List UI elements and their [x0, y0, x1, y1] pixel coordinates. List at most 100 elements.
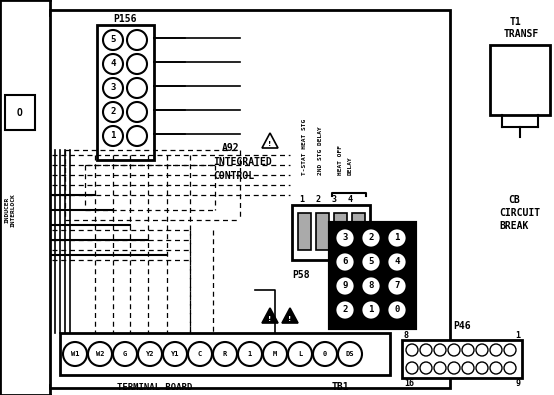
Text: 3: 3: [110, 83, 116, 92]
Text: R: R: [223, 351, 227, 357]
Circle shape: [504, 362, 516, 374]
Text: CB: CB: [508, 195, 520, 205]
Text: 1: 1: [110, 132, 116, 141]
Bar: [402, 340, 522, 378]
Text: P156: P156: [114, 14, 137, 24]
Circle shape: [103, 54, 123, 74]
Text: 7: 7: [394, 282, 399, 290]
Text: INTEGRATED: INTEGRATED: [213, 157, 272, 167]
Text: C: C: [198, 351, 202, 357]
Bar: [490, 45, 550, 115]
Circle shape: [434, 344, 446, 356]
Circle shape: [387, 228, 407, 248]
Circle shape: [113, 342, 137, 366]
Text: T1: T1: [510, 17, 522, 27]
Circle shape: [462, 362, 474, 374]
Circle shape: [490, 344, 502, 356]
Text: !: !: [268, 141, 271, 147]
Text: M: M: [273, 351, 277, 357]
Circle shape: [361, 252, 381, 272]
Circle shape: [504, 344, 516, 356]
Circle shape: [448, 362, 460, 374]
Circle shape: [138, 342, 162, 366]
Text: 1: 1: [394, 233, 399, 243]
Circle shape: [127, 30, 147, 50]
Circle shape: [387, 300, 407, 320]
Circle shape: [335, 276, 355, 296]
Circle shape: [490, 362, 502, 374]
Bar: [5, 95, 35, 130]
Bar: [60, 333, 390, 375]
Bar: [352, 213, 365, 250]
Bar: [50, 10, 450, 388]
Text: T-STAT HEAT STG: T-STAT HEAT STG: [302, 119, 307, 175]
Polygon shape: [282, 308, 298, 323]
Text: 9: 9: [342, 282, 348, 290]
Text: 9: 9: [515, 378, 520, 387]
Text: TRANSF: TRANSF: [504, 29, 539, 39]
Circle shape: [448, 344, 460, 356]
Text: 2: 2: [110, 107, 116, 117]
Text: L: L: [298, 351, 302, 357]
Text: O: O: [17, 108, 23, 118]
Circle shape: [213, 342, 237, 366]
Circle shape: [163, 342, 187, 366]
Circle shape: [434, 362, 446, 374]
Circle shape: [361, 276, 381, 296]
Circle shape: [462, 344, 474, 356]
Text: 4: 4: [394, 258, 399, 267]
Text: W2: W2: [96, 351, 104, 357]
Bar: [97, 25, 154, 160]
Text: 5: 5: [368, 258, 374, 267]
Circle shape: [88, 342, 112, 366]
Text: !: !: [289, 316, 291, 322]
Circle shape: [263, 342, 287, 366]
Polygon shape: [262, 133, 278, 148]
Bar: [292, 205, 370, 260]
Text: 1: 1: [515, 331, 520, 339]
Text: G: G: [123, 351, 127, 357]
Text: 8: 8: [368, 282, 374, 290]
Text: CIRCUIT: CIRCUIT: [499, 208, 540, 218]
Text: Y1: Y1: [171, 351, 179, 357]
Circle shape: [406, 362, 418, 374]
Circle shape: [335, 300, 355, 320]
Polygon shape: [262, 308, 278, 323]
Circle shape: [361, 228, 381, 248]
Text: 3: 3: [331, 196, 336, 205]
Circle shape: [335, 252, 355, 272]
Text: 2: 2: [315, 196, 321, 205]
Circle shape: [406, 344, 418, 356]
Text: HEAT OFF: HEAT OFF: [337, 145, 342, 175]
Circle shape: [335, 228, 355, 248]
Text: A92: A92: [222, 143, 240, 153]
Circle shape: [476, 344, 488, 356]
Text: 2ND STG DELAY: 2ND STG DELAY: [317, 126, 322, 175]
Text: 1: 1: [300, 196, 305, 205]
Text: DELAY: DELAY: [347, 156, 352, 175]
Text: DS: DS: [346, 351, 354, 357]
Circle shape: [313, 342, 337, 366]
Text: BREAK: BREAK: [499, 221, 529, 231]
Circle shape: [238, 342, 262, 366]
Text: 1: 1: [368, 305, 374, 314]
Bar: [316, 213, 329, 250]
Text: P46: P46: [453, 321, 471, 331]
Text: CONTROL: CONTROL: [213, 171, 254, 181]
Circle shape: [63, 342, 87, 366]
Circle shape: [476, 362, 488, 374]
Circle shape: [127, 54, 147, 74]
Text: 5: 5: [110, 36, 116, 45]
Text: !: !: [268, 316, 271, 322]
Circle shape: [420, 344, 432, 356]
Text: TB1: TB1: [331, 382, 349, 392]
Circle shape: [103, 78, 123, 98]
Bar: [334, 213, 347, 250]
Text: 1: 1: [248, 351, 252, 357]
Text: 16: 16: [404, 378, 414, 387]
Text: 2: 2: [342, 305, 348, 314]
Circle shape: [127, 102, 147, 122]
Circle shape: [387, 276, 407, 296]
Circle shape: [127, 126, 147, 146]
Text: 6: 6: [342, 258, 348, 267]
